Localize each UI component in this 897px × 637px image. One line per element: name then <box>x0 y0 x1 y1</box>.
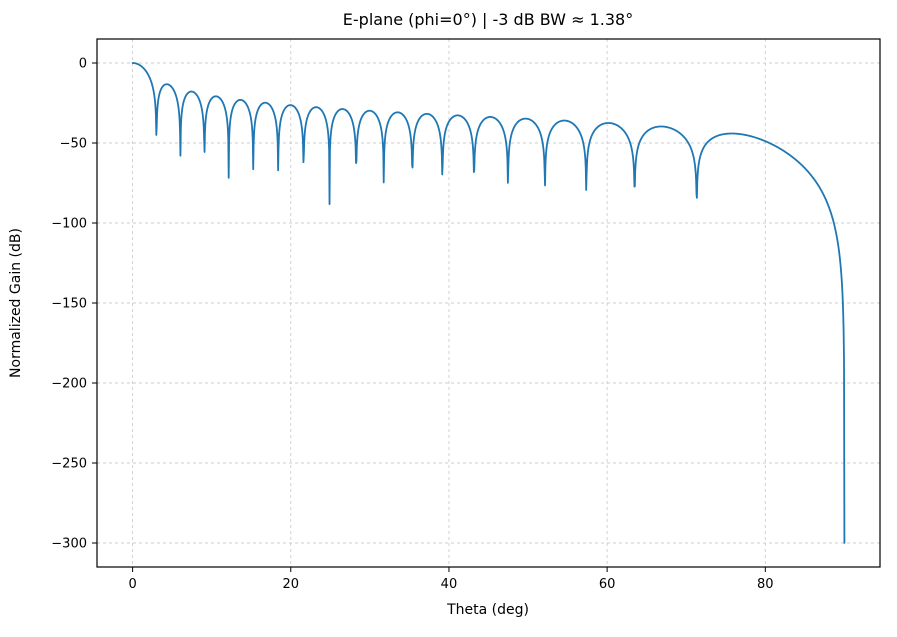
y-tick-label: −300 <box>51 537 87 552</box>
x-tick-label: 60 <box>599 577 616 592</box>
gain-curve <box>131 62 846 544</box>
y-tick-label: −150 <box>51 297 87 312</box>
y-tick-label: −100 <box>51 217 87 232</box>
grid-layer <box>97 39 880 567</box>
x-axis-label: Theta (deg) <box>446 602 529 618</box>
x-tick-label: 80 <box>757 577 774 592</box>
x-tick-label: 0 <box>128 577 136 592</box>
y-tick-label: 0 <box>79 57 87 72</box>
axes-frame <box>96 38 881 568</box>
tick-layer: 0 20 40 60 80 0 −50 −100 −150 −200 −250 −300 <box>51 57 773 593</box>
data-layer <box>131 62 846 544</box>
y-tick-label: −50 <box>60 137 87 152</box>
y-tick-label: −200 <box>51 377 87 392</box>
chart-title: E-plane (phi=0°) | -3 dB BW ≈ 1.38° <box>343 10 633 29</box>
y-tick-label: −250 <box>51 457 87 472</box>
x-tick-label: 20 <box>282 577 299 592</box>
y-axis-label: Normalized Gain (dB) <box>8 228 24 378</box>
x-tick-label: 40 <box>441 577 458 592</box>
